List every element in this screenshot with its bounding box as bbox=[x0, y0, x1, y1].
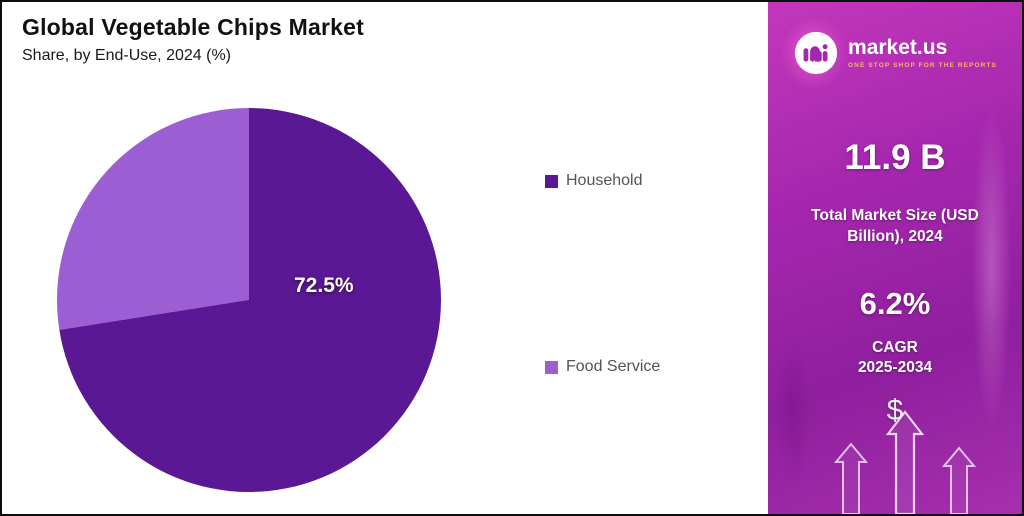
market-us-logo-icon bbox=[794, 31, 838, 75]
pie-chart bbox=[57, 108, 441, 492]
growth-arrows-icon bbox=[833, 410, 977, 514]
cagr-caption: CAGR 2025-2034 bbox=[768, 338, 1022, 378]
legend-label-food-service: Food Service bbox=[566, 358, 661, 375]
cagr-caption-line2: 2025-2034 bbox=[857, 359, 933, 377]
cagr-caption-line1: CAGR bbox=[872, 339, 918, 356]
brand-tagline: ONE STOP SHOP FOR THE REPORTS bbox=[848, 62, 997, 69]
chart-area: Global Vegetable Chips Market Share, by … bbox=[2, 2, 768, 514]
legend-item-food-service: Food Service bbox=[545, 358, 660, 376]
legend-label-household: Household bbox=[566, 172, 643, 189]
pie-data-label: 72.5% bbox=[294, 274, 354, 297]
brand-name: market.us bbox=[848, 36, 948, 59]
market-size-value: 11.9 B bbox=[844, 138, 946, 177]
legend-swatch-food-service bbox=[545, 360, 558, 374]
brand-text-block: market.us ONE STOP SHOP FOR THE REPORTS bbox=[848, 37, 997, 69]
brand-logo: market.us ONE STOP SHOP FOR THE REPORTS bbox=[768, 30, 1022, 76]
page-subtitle: Share, by End-Use, 2024 (%) bbox=[22, 47, 231, 64]
chart-header: Global Vegetable Chips Market Share, by … bbox=[22, 14, 364, 65]
cagr-value: 6.2% bbox=[859, 286, 931, 321]
page-title: Global Vegetable Chips Market bbox=[22, 14, 364, 40]
stats-sidebar: market.us ONE STOP SHOP FOR THE REPORTS … bbox=[768, 2, 1022, 514]
market-size-caption: Total Market Size (USD Billion), 2024 bbox=[811, 207, 979, 245]
legend-swatch-household bbox=[545, 174, 558, 188]
legend-item-household: Household bbox=[545, 172, 643, 190]
